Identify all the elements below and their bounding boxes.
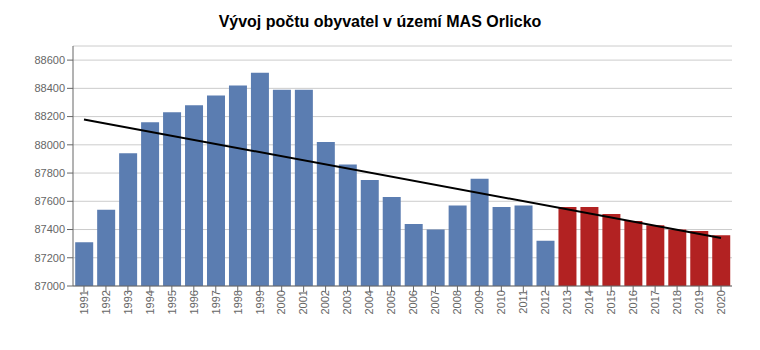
svg-text:88000: 88000 <box>34 139 65 151</box>
svg-text:87600: 87600 <box>34 195 65 207</box>
svg-text:2006: 2006 <box>407 290 419 314</box>
svg-text:2014: 2014 <box>583 290 595 314</box>
svg-text:1999: 1999 <box>254 290 266 314</box>
svg-text:2020: 2020 <box>715 290 727 314</box>
svg-text:1991: 1991 <box>78 290 90 314</box>
svg-text:1994: 1994 <box>144 290 156 314</box>
svg-text:2002: 2002 <box>319 290 331 314</box>
svg-text:2017: 2017 <box>649 290 661 314</box>
svg-text:2009: 2009 <box>473 290 485 314</box>
svg-text:87400: 87400 <box>34 223 65 235</box>
svg-text:2013: 2013 <box>561 290 573 314</box>
svg-text:1998: 1998 <box>232 290 244 314</box>
svg-text:2001: 2001 <box>297 290 309 314</box>
svg-text:2005: 2005 <box>385 290 397 314</box>
svg-text:2012: 2012 <box>539 290 551 314</box>
svg-text:2000: 2000 <box>275 290 287 314</box>
svg-text:1995: 1995 <box>166 290 178 314</box>
svg-text:2004: 2004 <box>363 290 375 314</box>
svg-text:2010: 2010 <box>495 290 507 314</box>
svg-text:1997: 1997 <box>210 290 222 314</box>
svg-text:2016: 2016 <box>627 290 639 314</box>
svg-text:87200: 87200 <box>34 252 65 264</box>
svg-text:1993: 1993 <box>122 290 134 314</box>
svg-text:2018: 2018 <box>671 290 683 314</box>
svg-text:2011: 2011 <box>517 290 529 314</box>
svg-text:1996: 1996 <box>188 290 200 314</box>
svg-text:2019: 2019 <box>693 290 705 314</box>
svg-text:2003: 2003 <box>341 290 353 314</box>
svg-text:88600: 88600 <box>34 54 65 66</box>
svg-text:88400: 88400 <box>34 82 65 94</box>
svg-text:1992: 1992 <box>100 290 112 314</box>
svg-text:87000: 87000 <box>34 280 65 292</box>
svg-text:88200: 88200 <box>34 110 65 122</box>
svg-text:2007: 2007 <box>429 290 441 314</box>
svg-text:2015: 2015 <box>605 290 617 314</box>
html-text:Vývoj počtu obyvatel v území M: Vývoj počtu obyvatel v území MAS Orlicko <box>218 13 542 30</box>
svg-text:2008: 2008 <box>451 290 463 314</box>
svg-text:87800: 87800 <box>34 167 65 179</box>
